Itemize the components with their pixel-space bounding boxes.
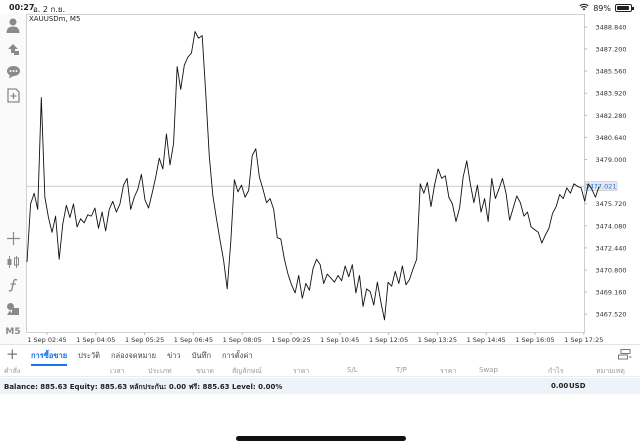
x-tick-label: 1 Sep 09:25: [271, 336, 310, 344]
current-price-label: 3477.021: [585, 183, 616, 191]
balance-currency: USD: [569, 382, 586, 390]
left-toolbar: M5: [0, 14, 26, 344]
y-tick-label: 3472.440: [595, 244, 626, 252]
balance-summary: Balance: 885.63 Equity: 885.63 หลักประกั…: [4, 383, 283, 391]
new-order-icon[interactable]: [5, 87, 21, 103]
symbol-label: XAUUSDm, M5: [29, 15, 81, 23]
column-header: Swap: [479, 366, 498, 374]
column-header: สัญลักษณ์: [232, 367, 262, 375]
tab-1[interactable]: ประวัติ: [78, 351, 101, 360]
tab-0[interactable]: การซื้อขาย: [31, 350, 68, 366]
status-right: 89%: [579, 3, 634, 13]
home-indicator: [236, 436, 406, 441]
plot-frame: [26, 14, 585, 333]
column-header: ประเภท: [148, 367, 172, 375]
y-tick-label: 3483.920: [595, 90, 626, 98]
y-tick-label: 3482.280: [595, 112, 626, 120]
x-tick-label: 1 Sep 16:05: [515, 336, 554, 344]
x-tick-label: 1 Sep 04:05: [76, 336, 115, 344]
x-tick-label: 1 Sep 14:45: [467, 336, 506, 344]
column-header: เวลา: [110, 367, 125, 375]
x-tick-label: 1 Sep 06:45: [174, 336, 213, 344]
y-tick-label: 3474.080: [595, 222, 626, 230]
column-header: หมายเหตุ: [596, 367, 625, 375]
balance-total: 0.00: [551, 382, 569, 390]
account-icon[interactable]: [5, 17, 21, 33]
x-tick-label: 1 Sep 02:45: [27, 336, 66, 344]
battery-fill: [617, 6, 629, 10]
tab-bar: + การซื้อขาย ประวัติ กล่องจดหมาย ข่าว บันทึก…: [0, 344, 640, 366]
status-bar: 00:27 อ. 2 ก.ย. 89%: [0, 0, 640, 14]
wifi-icon: [579, 3, 589, 13]
chart-area[interactable]: 1 Sep 02:45 1 Sep 04:05 1 Sep 05:25 1 Sep 0…: [26, 14, 640, 344]
trade-columns-header: คำสั่ง เวลา ประเภท ขนาด สัญลักษณ์ ราคา S/L T/P ร…: [0, 364, 640, 377]
y-tick-label: 3470.800: [595, 267, 626, 275]
battery-cap: [632, 7, 634, 10]
crosshair-icon[interactable]: [5, 230, 21, 246]
x-tick-label: 1 Sep 10:45: [320, 336, 359, 344]
tab-4[interactable]: บันทึก: [191, 351, 212, 360]
y-tick-label: 3475.720: [595, 200, 626, 208]
column-header: S/L: [347, 366, 358, 374]
indicators-icon[interactable]: [5, 277, 21, 293]
battery-percent: 89%: [593, 3, 611, 13]
tab-5[interactable]: การตั้งค่า: [222, 351, 253, 360]
x-tick-label: 1 Sep 05:25: [125, 336, 164, 344]
chat-icon[interactable]: [5, 64, 21, 80]
tab-list: การซื้อขาย ประวัติ กล่องจดหมาย ข่าว บันทึก กา…: [31, 350, 253, 366]
y-tick-label: 3480.640: [595, 134, 626, 142]
battery-icon: [615, 4, 634, 12]
y-tick-label: 3479.000: [595, 156, 626, 164]
y-tick-label: 3485.560: [595, 68, 626, 76]
x-tick-label: 1 Sep 17:25: [564, 336, 603, 344]
y-tick-label: 3487.200: [595, 46, 626, 54]
objects-icon[interactable]: [5, 301, 21, 317]
price-series-line: [26, 31, 600, 321]
column-header: คำสั่ง: [4, 367, 21, 375]
balance-row: Balance: 885.63 Equity: 885.63 หลักประกั…: [0, 378, 640, 394]
tab-3[interactable]: ข่าว: [167, 351, 181, 360]
trade-icon[interactable]: [5, 40, 21, 56]
y-tick-label: 3469.160: [595, 289, 626, 297]
panel-layout-icon[interactable]: [618, 349, 632, 362]
tab-2[interactable]: กล่องจดหมาย: [111, 351, 157, 360]
y-tick-label: 3488.840: [595, 23, 626, 31]
column-header: ราคา: [440, 367, 457, 375]
price-chart[interactable]: 1 Sep 02:45 1 Sep 04:05 1 Sep 05:25 1 Sep 0…: [26, 14, 640, 344]
y-tick-label: 3467.520: [595, 311, 626, 319]
add-icon[interactable]: +: [6, 345, 19, 363]
current-price-tag: [584, 181, 618, 191]
column-header: T/P: [396, 366, 407, 374]
x-tick-label: 1 Sep 13:25: [418, 336, 457, 344]
timeframe-label[interactable]: M5: [5, 327, 21, 337]
x-tick-label: 1 Sep 08:05: [223, 336, 262, 344]
column-header: กำไร: [548, 367, 564, 375]
column-header: ขนาด: [196, 367, 215, 375]
status-date: อ. 2 ก.ย.: [33, 5, 66, 14]
chart-type-icon[interactable]: [5, 254, 21, 270]
x-tick-label: 1 Sep 12:05: [369, 336, 408, 344]
column-header: ราคา: [293, 367, 310, 375]
status-time: 00:27: [9, 3, 35, 12]
